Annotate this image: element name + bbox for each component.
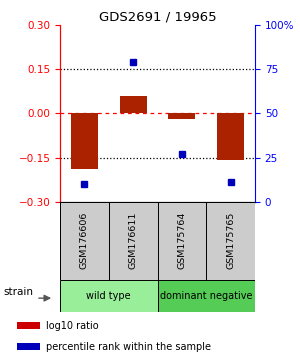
Bar bbox=[206, 202, 255, 280]
Bar bbox=[217, 113, 244, 160]
Text: log10 ratio: log10 ratio bbox=[46, 321, 98, 331]
Text: strain: strain bbox=[3, 287, 33, 297]
Bar bbox=[158, 202, 206, 280]
Bar bbox=[120, 96, 146, 113]
Bar bbox=[17, 343, 40, 350]
Bar bbox=[158, 280, 255, 312]
Bar bbox=[60, 280, 158, 312]
Text: GSM175764: GSM175764 bbox=[177, 212, 186, 269]
Bar bbox=[109, 202, 158, 280]
Text: GSM175765: GSM175765 bbox=[226, 212, 235, 269]
Text: wild type: wild type bbox=[86, 291, 131, 301]
Bar bbox=[169, 113, 195, 119]
Title: GDS2691 / 19965: GDS2691 / 19965 bbox=[99, 11, 216, 24]
Bar bbox=[60, 202, 109, 280]
Text: dominant negative: dominant negative bbox=[160, 291, 253, 301]
Text: GSM176611: GSM176611 bbox=[129, 212, 138, 269]
Text: GSM176606: GSM176606 bbox=[80, 212, 89, 269]
Bar bbox=[71, 113, 98, 169]
Text: percentile rank within the sample: percentile rank within the sample bbox=[46, 342, 211, 352]
Bar bbox=[17, 322, 40, 330]
